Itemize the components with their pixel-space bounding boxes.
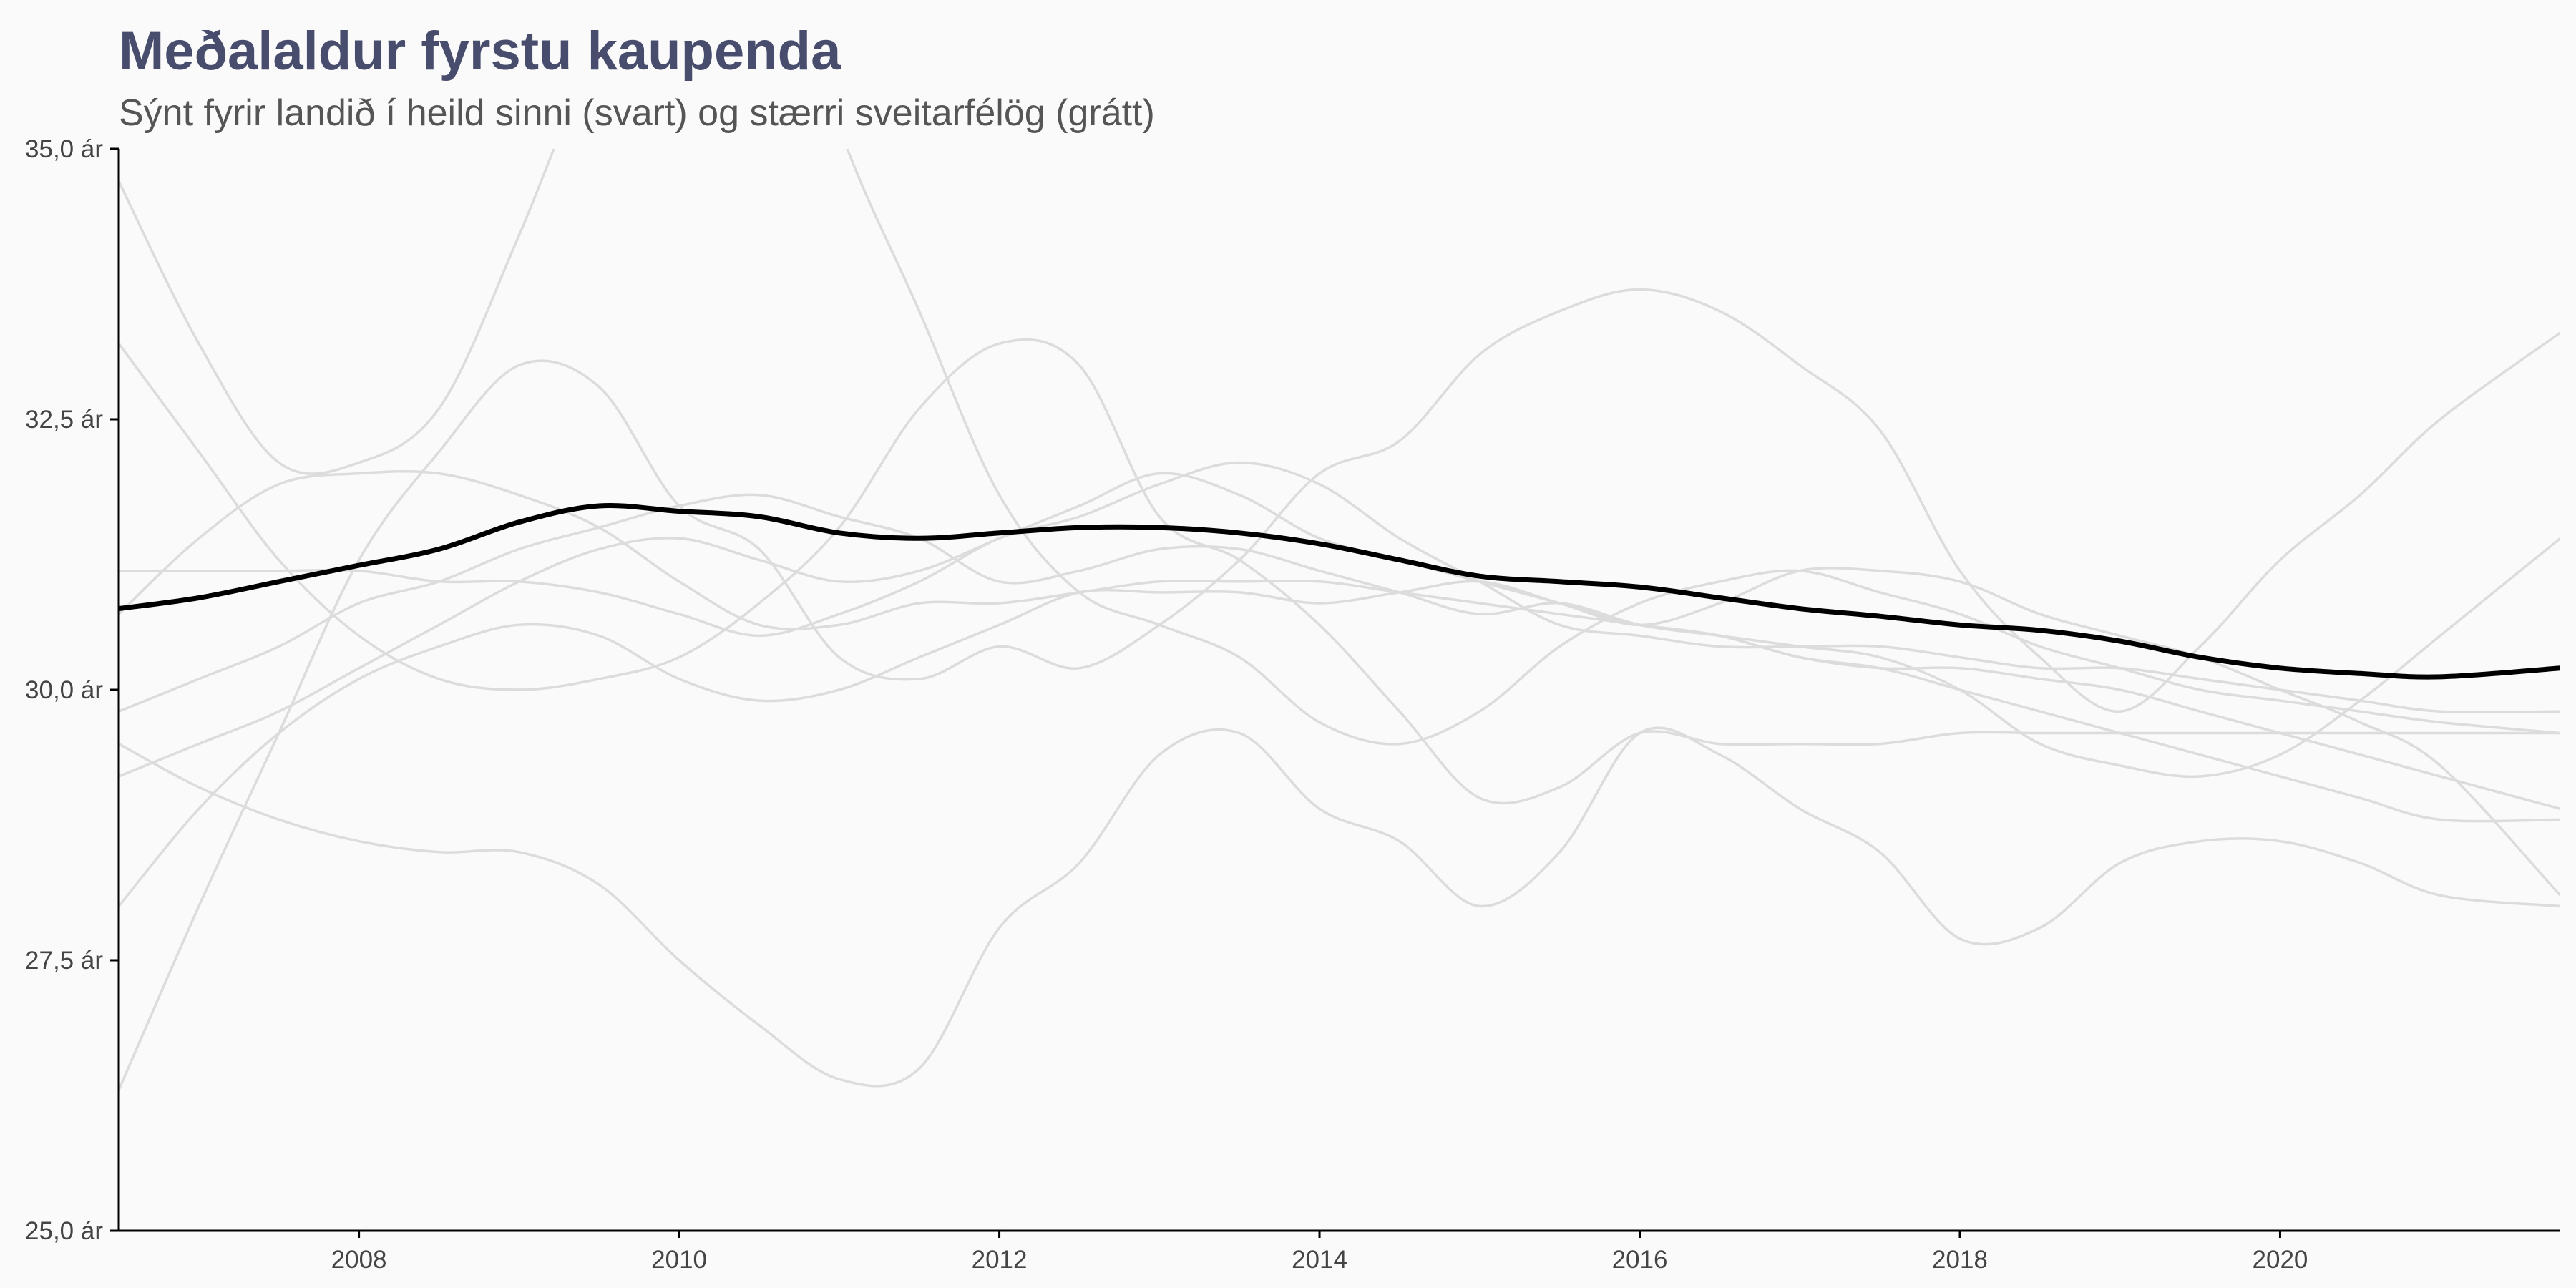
y-ticks: 25,0 ár 27,5 ár 30,0 ár 32,5 ár 35,0 ár xyxy=(25,135,119,1245)
x-ticks: 2008 2010 2012 2014 2016 2018 2020 xyxy=(331,1231,2308,1274)
municipality-line-2 xyxy=(119,288,2560,1092)
national-series-group xyxy=(119,503,2560,680)
x-tick-label: 2014 xyxy=(1292,1246,1347,1274)
municipality-line-1 xyxy=(119,149,2560,746)
municipality-line-9 xyxy=(119,472,2560,897)
municipality-line-6 xyxy=(119,469,2560,823)
municipality-line-3 xyxy=(119,338,2560,805)
y-tick-label: 25,0 ár xyxy=(25,1217,103,1245)
y-tick-label: 27,5 ár xyxy=(25,947,103,975)
x-tick-label: 2016 xyxy=(1612,1246,1668,1274)
chart-title: Meðalaldur fyrstu kaupenda xyxy=(119,21,841,82)
chart-subtitle: Sýnt fyrir landið í heild sinni (svart) … xyxy=(119,92,1155,134)
y-tick-label: 32,5 ár xyxy=(25,406,103,434)
municipality-line-4 xyxy=(119,726,2560,1088)
y-tick-label: 30,0 ár xyxy=(25,676,103,704)
municipality-series-group xyxy=(119,149,2560,1092)
x-tick-label: 2010 xyxy=(651,1246,707,1274)
axes xyxy=(117,149,2560,1232)
municipality-line-8 xyxy=(119,537,2560,908)
x-tick-label: 2020 xyxy=(2253,1246,2308,1274)
y-tick-label: 35,0 ár xyxy=(25,135,103,163)
x-tick-label: 2018 xyxy=(1932,1246,1988,1274)
national-line xyxy=(119,503,2560,680)
municipality-line-7 xyxy=(119,493,2560,811)
x-tick-label: 2008 xyxy=(331,1246,387,1274)
x-tick-label: 2012 xyxy=(972,1246,1028,1274)
municipality-line-5 xyxy=(119,461,2560,714)
